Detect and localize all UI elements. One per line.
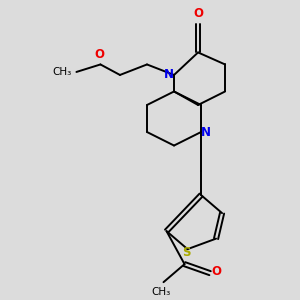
Text: O: O — [193, 7, 203, 20]
Text: O: O — [95, 48, 105, 62]
Text: CH₃: CH₃ — [53, 67, 72, 77]
Text: N: N — [201, 125, 211, 139]
Text: N: N — [164, 68, 174, 82]
Text: CH₃: CH₃ — [152, 287, 171, 297]
Text: S: S — [182, 246, 190, 259]
Text: O: O — [211, 265, 221, 278]
